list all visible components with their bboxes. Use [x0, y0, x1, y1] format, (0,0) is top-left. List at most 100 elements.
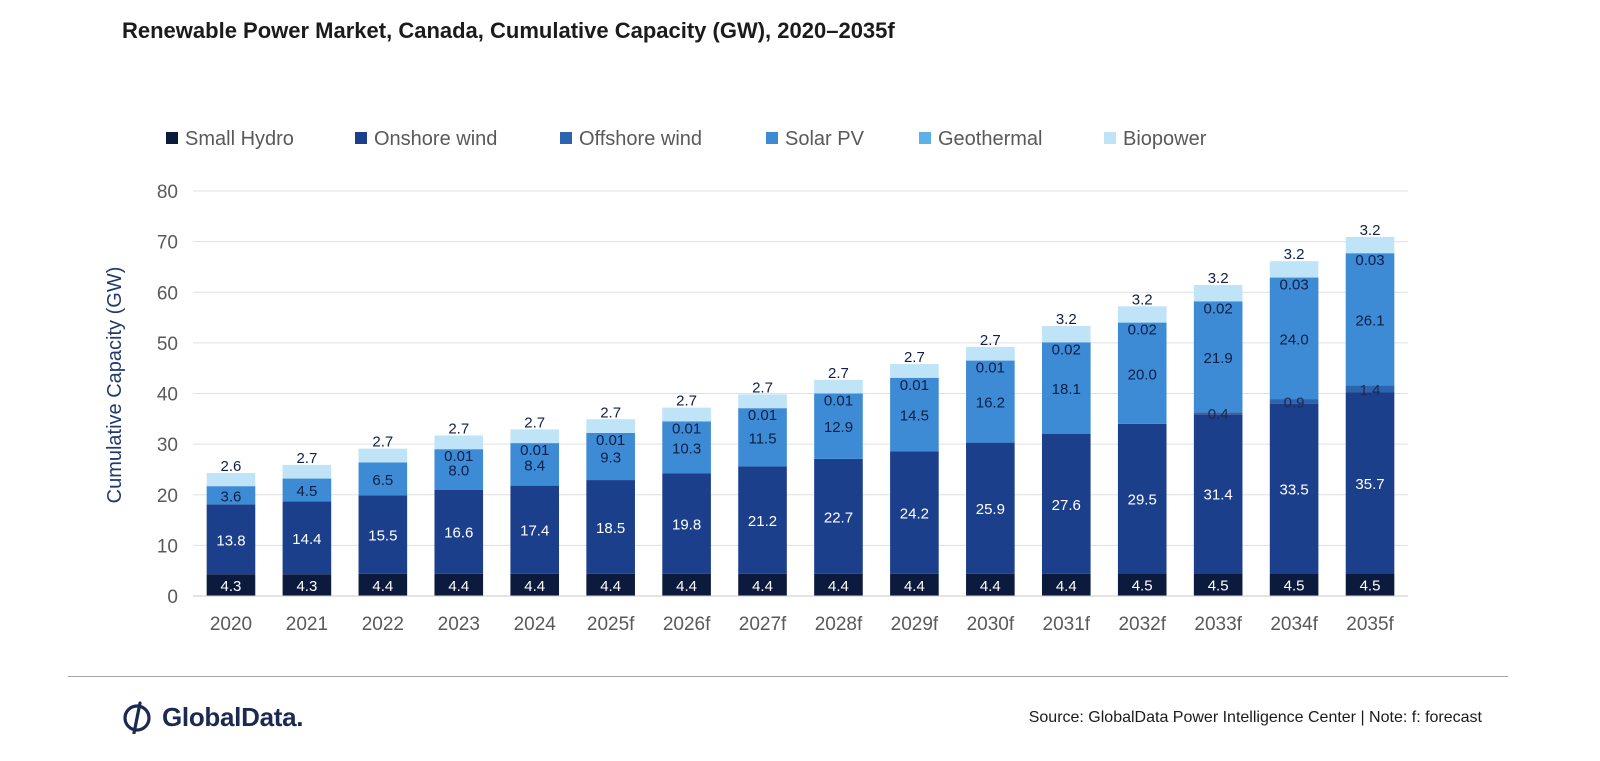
data-label: 2.6 — [221, 458, 242, 475]
data-label: 2.7 — [372, 434, 393, 451]
bar-segment — [358, 462, 408, 496]
source-note: Source: GlobalData Power Intelligence Ce… — [1028, 709, 1482, 726]
bar-segment — [1041, 573, 1091, 596]
legend-swatch — [1104, 132, 1116, 144]
globaldata-logo-text: GlobalData. — [162, 701, 304, 732]
bar-segment — [1117, 322, 1167, 424]
data-label: 2.7 — [448, 420, 469, 437]
data-label: 4.3 — [221, 578, 242, 595]
data-label: 4.5 — [1360, 578, 1381, 595]
data-label: 4.5 — [296, 483, 317, 500]
data-label: 0.02 — [1052, 341, 1081, 358]
bar-segment — [358, 448, 408, 463]
data-label: 0.01 — [900, 377, 929, 394]
bar-segment — [814, 573, 863, 596]
bar-segment — [738, 394, 787, 409]
data-label: 4.4 — [1056, 578, 1077, 595]
data-label: 14.5 — [900, 408, 929, 425]
bar-segment — [890, 364, 939, 378]
bar-segment — [738, 408, 787, 467]
data-label: 33.5 — [1279, 481, 1308, 498]
x-tick-label: 2035f — [1346, 614, 1394, 635]
data-label: 4.4 — [904, 578, 925, 595]
bar-segment — [814, 379, 863, 394]
data-label: 2.7 — [600, 404, 621, 421]
bar-segment — [434, 489, 484, 574]
bar-stack: 4.4 21.2 11.5 0.01 2.7 — [738, 379, 787, 596]
y-axis-ticks: 0 10 20 30 40 50 60 70 80 — [157, 182, 178, 608]
bar-segment — [1117, 423, 1167, 574]
data-label: 4.4 — [676, 578, 697, 595]
bar-segment — [1345, 236, 1395, 254]
bar-stack: 4.4 18.5 9.30.01 2.7 — [586, 404, 635, 596]
data-label: 0.01 — [444, 448, 473, 465]
y-axis-label: Cumulative Capacity (GW) — [104, 267, 126, 504]
y-tick-label: 50 — [157, 334, 178, 355]
data-label: 6.5 — [372, 472, 393, 489]
data-label: 20.0 — [1128, 366, 1157, 383]
bar-segment — [206, 504, 256, 575]
legend-item: Biopower — [1104, 128, 1207, 150]
x-tick-label: 2030f — [967, 614, 1015, 635]
x-tick-label: 2021 — [286, 614, 328, 635]
bar-segment — [586, 432, 635, 481]
bar-segment — [586, 419, 635, 433]
bar-segment — [282, 574, 332, 596]
bar-segment — [586, 480, 635, 574]
bar-segment — [738, 466, 787, 574]
y-tick-label: 80 — [157, 182, 178, 203]
bar-segment — [1117, 306, 1167, 323]
data-label: 4.5 — [1284, 578, 1305, 595]
bar-segment — [510, 573, 560, 596]
bar-segment — [1193, 573, 1243, 596]
data-label: 17.4 — [520, 523, 549, 540]
bar-stack: 4.4 16.6 8.00.01 2.7 — [434, 420, 484, 596]
data-label: 9.3 — [600, 450, 621, 467]
legend-item: Geothermal — [919, 128, 1043, 150]
x-tick-label: 2033f — [1194, 614, 1242, 635]
data-label: 18.5 — [596, 520, 625, 537]
x-tick-label: 2034f — [1270, 614, 1318, 635]
data-label: 15.5 — [368, 527, 397, 544]
data-label: 3.2 — [1360, 222, 1381, 239]
data-label: 3.2 — [1132, 291, 1153, 308]
bar-segment — [206, 472, 256, 487]
bar-segment — [890, 377, 939, 452]
data-label: 18.1 — [1052, 381, 1081, 398]
bar-segment — [738, 573, 787, 596]
legend-swatch — [919, 132, 931, 144]
stacked-bar-chart: Small Hydro Onshore wind Offshore wind Sola… — [104, 128, 1408, 635]
data-label: 16.2 — [976, 395, 1005, 412]
data-label: 31.4 — [1204, 487, 1233, 504]
data-label: 0.01 — [976, 360, 1005, 377]
data-label: 4.4 — [372, 578, 393, 595]
bar-stack: 4.4 24.2 14.5 0.01 2.7 — [890, 349, 939, 596]
legend-label: Onshore wind — [374, 128, 497, 150]
bar-segment — [966, 360, 1015, 443]
y-tick-label: 30 — [157, 435, 178, 456]
bar-segment — [282, 501, 332, 575]
bar-segment — [1269, 261, 1319, 278]
data-label: 29.5 — [1128, 492, 1157, 509]
bar-segment — [1269, 277, 1319, 400]
data-label: 8.4 — [524, 457, 545, 474]
x-tick-label: 2022 — [362, 614, 404, 635]
data-label: 19.8 — [672, 517, 701, 534]
bar-segment — [1269, 403, 1319, 574]
bar-stack: 4.4 27.6 18.1 0.02 3.2 — [1041, 311, 1091, 596]
data-label: 0.03 — [1279, 276, 1308, 293]
data-label: 35.7 — [1355, 476, 1384, 493]
bar-segment — [890, 573, 939, 596]
bar-segment — [434, 573, 484, 596]
chart-bars: 4.313.83.62.64.314.44.52.74.415.56.52.74… — [206, 222, 1395, 596]
data-label: 11.5 — [748, 430, 776, 447]
data-label: 16.6 — [444, 525, 473, 542]
x-tick-label: 2024 — [514, 614, 557, 635]
legend-item: Onshore wind — [355, 128, 497, 150]
x-tick-label: 2031f — [1043, 614, 1091, 635]
legend-swatch — [560, 132, 572, 144]
bar-segment — [662, 421, 711, 474]
x-tick-label: 2020 — [210, 614, 252, 635]
bar-segment — [1193, 301, 1243, 413]
legend-label: Geothermal — [938, 128, 1043, 150]
